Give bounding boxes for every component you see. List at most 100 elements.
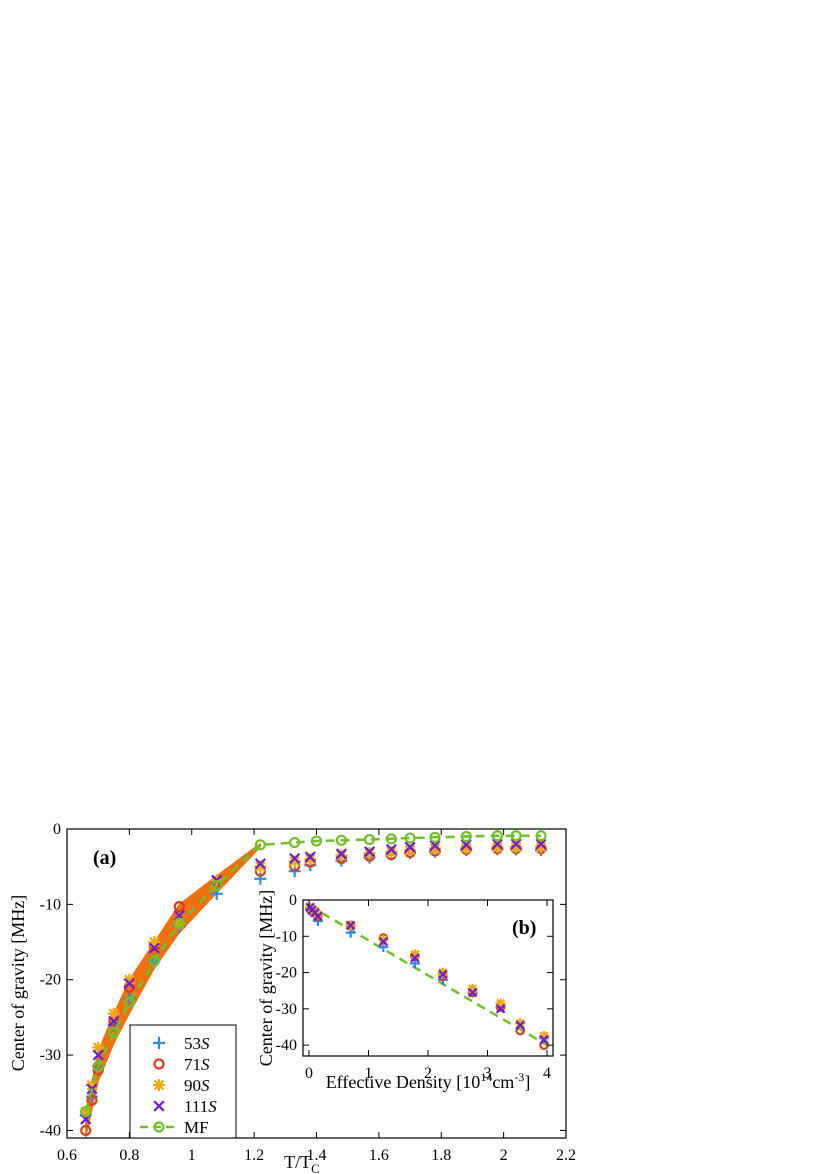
x-axis-label-a: T/TC xyxy=(284,1152,320,1174)
data-point xyxy=(491,838,503,850)
x-tick-label: 1.6 xyxy=(369,1147,389,1164)
orange-band xyxy=(85,842,261,1139)
legend-label-state: S xyxy=(208,1097,217,1116)
data-point xyxy=(467,983,478,994)
data-point xyxy=(85,1079,98,1092)
y-tick-label: 0 xyxy=(53,821,61,838)
data-point xyxy=(254,839,266,851)
x-tick-label: 1 xyxy=(188,1147,196,1164)
x-tick-label: 2.2 xyxy=(556,1147,576,1164)
data-point xyxy=(363,833,376,846)
data-point xyxy=(148,942,160,954)
data-point xyxy=(108,1026,120,1039)
data-point xyxy=(92,1041,105,1054)
data-point xyxy=(378,934,389,945)
data-point xyxy=(460,830,472,843)
data-point xyxy=(86,1094,98,1106)
y-tick-label: -20 xyxy=(276,965,297,982)
data-point xyxy=(495,998,506,1009)
x-tick-label: 0 xyxy=(305,1065,313,1082)
legend-marker xyxy=(153,1079,165,1091)
data-point xyxy=(491,841,504,854)
y-tick-label: -40 xyxy=(40,1122,61,1139)
data-point xyxy=(429,840,441,852)
x-tick-label: 2 xyxy=(500,1147,508,1164)
panel-b-plot-area xyxy=(303,900,553,1056)
x-axis-label-b-unit: cm xyxy=(492,1072,514,1092)
data-point xyxy=(211,879,223,892)
panel-a-panel-label: (a) xyxy=(93,847,116,869)
x-axis-label-b-close: ] xyxy=(524,1072,530,1092)
legend-label: MF xyxy=(184,1118,209,1137)
data-point xyxy=(289,836,301,849)
y-tick-label: -10 xyxy=(40,896,61,913)
legend-label-state: S xyxy=(201,1055,210,1074)
data-point xyxy=(535,841,548,854)
data-point xyxy=(515,1018,526,1029)
data-point xyxy=(515,1020,526,1030)
x-axis-label-b-sup: 14 xyxy=(480,1070,492,1084)
legend-label-number: 90 xyxy=(184,1076,201,1095)
data-point xyxy=(404,844,417,857)
legend-label: 71S xyxy=(184,1055,210,1074)
legend-box xyxy=(129,1024,237,1139)
data-point xyxy=(404,832,416,844)
data-point xyxy=(123,996,135,1008)
y-axis-label-a: Center of gravity [MHz] xyxy=(8,895,28,1071)
panel-a-series-3 xyxy=(80,838,547,1125)
data-point xyxy=(385,843,397,855)
data-point xyxy=(385,833,397,845)
x-tick-label: 0.8 xyxy=(119,1147,139,1164)
data-point xyxy=(304,853,317,866)
mf-line xyxy=(84,834,542,1112)
panel-b-series-3 xyxy=(305,902,549,1045)
data-point xyxy=(254,860,267,873)
x-tick-label: 1.4 xyxy=(307,1147,327,1164)
data-point xyxy=(409,949,420,960)
legend-marker xyxy=(153,1037,165,1049)
data-point xyxy=(539,1034,549,1045)
x-tick-label: 1 xyxy=(364,1065,372,1082)
data-point xyxy=(304,851,316,863)
data-point xyxy=(438,969,448,980)
data-point xyxy=(92,1049,104,1061)
x-tick-label: 0.6 xyxy=(57,1147,77,1164)
data-point xyxy=(123,973,136,986)
data-point xyxy=(510,838,522,850)
x-tick-label: 3 xyxy=(484,1065,492,1082)
y-tick-label: -20 xyxy=(40,972,61,989)
data-point xyxy=(107,1007,120,1020)
x-tick-label: 4 xyxy=(543,1065,551,1082)
data-point xyxy=(491,830,503,842)
data-point xyxy=(335,848,348,860)
data-point xyxy=(123,977,135,990)
legend-label-state: S xyxy=(201,1034,210,1053)
data-point xyxy=(289,852,301,864)
data-point xyxy=(378,936,389,947)
data-point xyxy=(313,911,323,922)
data-point xyxy=(335,834,348,846)
legend-label-number: 53 xyxy=(184,1034,201,1053)
panel-a-series-4 xyxy=(80,830,547,1118)
data-point xyxy=(173,917,185,929)
legend-label-number: 71 xyxy=(184,1055,201,1074)
data-point xyxy=(404,841,416,853)
data-point xyxy=(535,838,547,850)
y-axis-label-b: Center of gravity [MHz] xyxy=(256,890,276,1066)
data-point xyxy=(148,955,160,967)
y-tick-label: -40 xyxy=(276,1037,297,1054)
x-tick-label: 2 xyxy=(424,1065,432,1082)
legend-label-number: 111 xyxy=(184,1097,208,1116)
legend-marker xyxy=(153,1058,165,1070)
data-point xyxy=(310,835,323,847)
data-point xyxy=(495,1004,506,1014)
y-tick-label: -30 xyxy=(276,1001,297,1018)
legend-label: 111S xyxy=(184,1097,217,1116)
data-point xyxy=(437,967,448,978)
legend-marker xyxy=(153,1121,165,1133)
data-point xyxy=(460,839,472,851)
legend-label: 90S xyxy=(184,1076,210,1095)
x-tick-label: 1.2 xyxy=(244,1147,264,1164)
data-point xyxy=(539,1031,550,1042)
